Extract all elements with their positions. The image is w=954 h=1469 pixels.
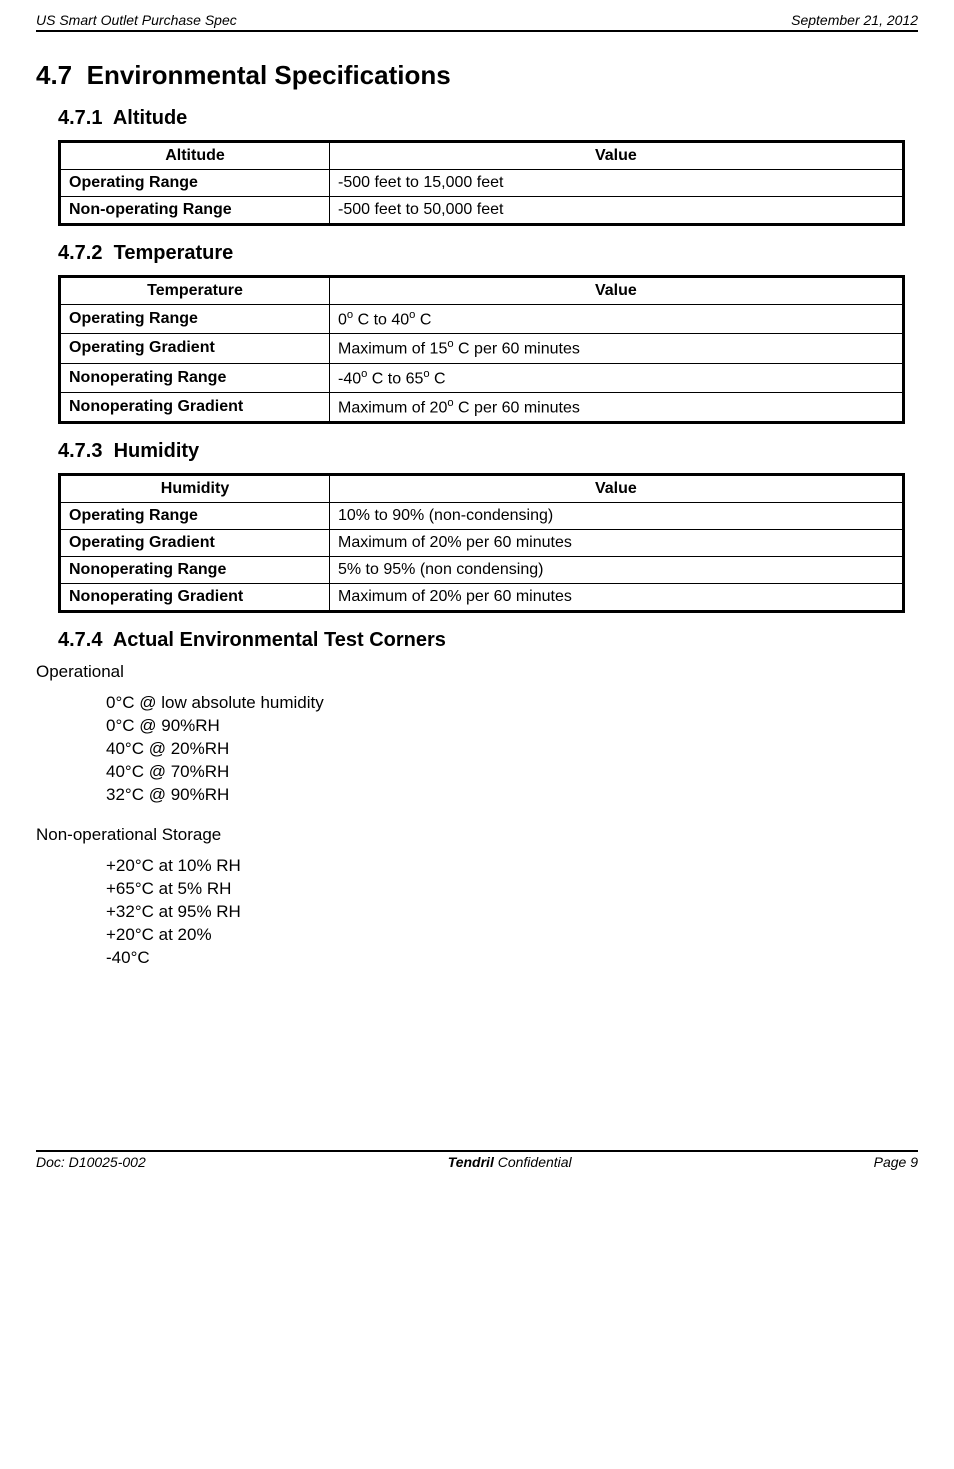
list-item: 40°C @ 20%RH bbox=[106, 738, 918, 761]
table-header-row: Temperature Value bbox=[60, 277, 904, 305]
footer-right: Page 9 bbox=[874, 1154, 918, 1170]
section-number: 4.7 bbox=[36, 60, 72, 90]
page-header: US Smart Outlet Purchase Spec September … bbox=[36, 12, 918, 32]
table-cell-param: Nonoperating Gradient bbox=[60, 584, 330, 612]
subsection-number: 4.7.1 bbox=[58, 107, 102, 129]
table-row: Nonoperating Range 5% to 95% (non conden… bbox=[60, 557, 904, 584]
list-item: -40°C bbox=[106, 947, 918, 970]
footer-left: Doc: D10025-002 bbox=[36, 1154, 146, 1170]
footer-center: Tendril Confidential bbox=[448, 1154, 572, 1170]
section-title: Environmental Specifications bbox=[87, 60, 451, 90]
table-row: Operating Range 0o C to 40o C bbox=[60, 305, 904, 334]
altitude-table: Altitude Value Operating Range -500 feet… bbox=[58, 140, 905, 226]
table-row: Operating Gradient Maximum of 20% per 60… bbox=[60, 530, 904, 557]
table-cell-value: Maximum of 20% per 60 minutes bbox=[329, 584, 903, 612]
subsection-number: 4.7.3 bbox=[58, 440, 102, 462]
table-row: Operating Gradient Maximum of 15o C per … bbox=[60, 334, 904, 363]
table-row: Nonoperating Range -40o C to 65o C bbox=[60, 363, 904, 392]
table-header-value: Value bbox=[329, 475, 903, 503]
table-cell-value: -40o C to 65o C bbox=[329, 363, 903, 392]
table-cell-value: -500 feet to 15,000 feet bbox=[329, 170, 903, 197]
table-header-param: Temperature bbox=[60, 277, 330, 305]
operational-list: 0°C @ low absolute humidity 0°C @ 90%RH … bbox=[106, 692, 918, 807]
table-header-row: Altitude Value bbox=[60, 142, 904, 170]
table-cell-param: Operating Range bbox=[60, 503, 330, 530]
subsection-title: Altitude bbox=[113, 107, 187, 129]
list-item: 40°C @ 70%RH bbox=[106, 761, 918, 784]
list-item: 32°C @ 90%RH bbox=[106, 784, 918, 807]
table-cell-value: 5% to 95% (non condensing) bbox=[329, 557, 903, 584]
subsection-humidity-heading: 4.7.3 Humidity bbox=[58, 440, 918, 463]
table-cell-param: Nonoperating Gradient bbox=[60, 392, 330, 422]
subsection-title: Humidity bbox=[114, 440, 200, 462]
table-row: Operating Range -500 feet to 15,000 feet bbox=[60, 170, 904, 197]
table-cell-param: Operating Range bbox=[60, 305, 330, 334]
table-cell-param: Operating Gradient bbox=[60, 530, 330, 557]
list-item: 0°C @ low absolute humidity bbox=[106, 692, 918, 715]
table-cell-value: -500 feet to 50,000 feet bbox=[329, 197, 903, 225]
table-cell-param: Operating Gradient bbox=[60, 334, 330, 363]
table-cell-value: 0o C to 40o C bbox=[329, 305, 903, 334]
subsection-number: 4.7.2 bbox=[58, 242, 102, 264]
table-row: Nonoperating Gradient Maximum of 20% per… bbox=[60, 584, 904, 612]
subsection-title: Actual Environmental Test Corners bbox=[113, 629, 446, 651]
table-cell-value: Maximum of 15o C per 60 minutes bbox=[329, 334, 903, 363]
operational-label: Operational bbox=[36, 662, 918, 682]
table-cell-param: Operating Range bbox=[60, 170, 330, 197]
table-row: Nonoperating Gradient Maximum of 20o C p… bbox=[60, 392, 904, 422]
header-left: US Smart Outlet Purchase Spec bbox=[36, 12, 237, 28]
table-cell-value: Maximum of 20% per 60 minutes bbox=[329, 530, 903, 557]
table-cell-value: 10% to 90% (non-condensing) bbox=[329, 503, 903, 530]
table-header-value: Value bbox=[329, 142, 903, 170]
footer-confidential: Confidential bbox=[494, 1154, 572, 1170]
list-item: +20°C at 10% RH bbox=[106, 855, 918, 878]
table-cell-param: Nonoperating Range bbox=[60, 363, 330, 392]
humidity-table: Humidity Value Operating Range 10% to 90… bbox=[58, 473, 905, 613]
table-row: Non-operating Range -500 feet to 50,000 … bbox=[60, 197, 904, 225]
nonoperational-list: +20°C at 10% RH +65°C at 5% RH +32°C at … bbox=[106, 855, 918, 970]
list-item: 0°C @ 90%RH bbox=[106, 715, 918, 738]
subsection-altitude-heading: 4.7.1 Altitude bbox=[58, 107, 918, 130]
page-footer: Doc: D10025-002 Tendril Confidential Pag… bbox=[36, 1150, 918, 1170]
list-item: +20°C at 20% bbox=[106, 924, 918, 947]
nonoperational-label: Non-operational Storage bbox=[36, 825, 918, 845]
list-item: +65°C at 5% RH bbox=[106, 878, 918, 901]
subsection-title: Temperature bbox=[114, 242, 234, 264]
table-header-value: Value bbox=[329, 277, 903, 305]
subsection-number: 4.7.4 bbox=[58, 629, 102, 651]
table-header-param: Humidity bbox=[60, 475, 330, 503]
table-row: Operating Range 10% to 90% (non-condensi… bbox=[60, 503, 904, 530]
subsection-temperature-heading: 4.7.2 Temperature bbox=[58, 242, 918, 265]
list-item: +32°C at 95% RH bbox=[106, 901, 918, 924]
footer-brand: Tendril bbox=[448, 1154, 494, 1170]
table-header-param: Altitude bbox=[60, 142, 330, 170]
header-right: September 21, 2012 bbox=[791, 12, 918, 28]
section-heading: 4.7 Environmental Specifications bbox=[36, 60, 918, 91]
table-header-row: Humidity Value bbox=[60, 475, 904, 503]
table-cell-param: Non-operating Range bbox=[60, 197, 330, 225]
temperature-table: Temperature Value Operating Range 0o C t… bbox=[58, 275, 905, 424]
table-cell-value: Maximum of 20o C per 60 minutes bbox=[329, 392, 903, 422]
subsection-corners-heading: 4.7.4 Actual Environmental Test Corners bbox=[58, 629, 918, 652]
table-cell-param: Nonoperating Range bbox=[60, 557, 330, 584]
